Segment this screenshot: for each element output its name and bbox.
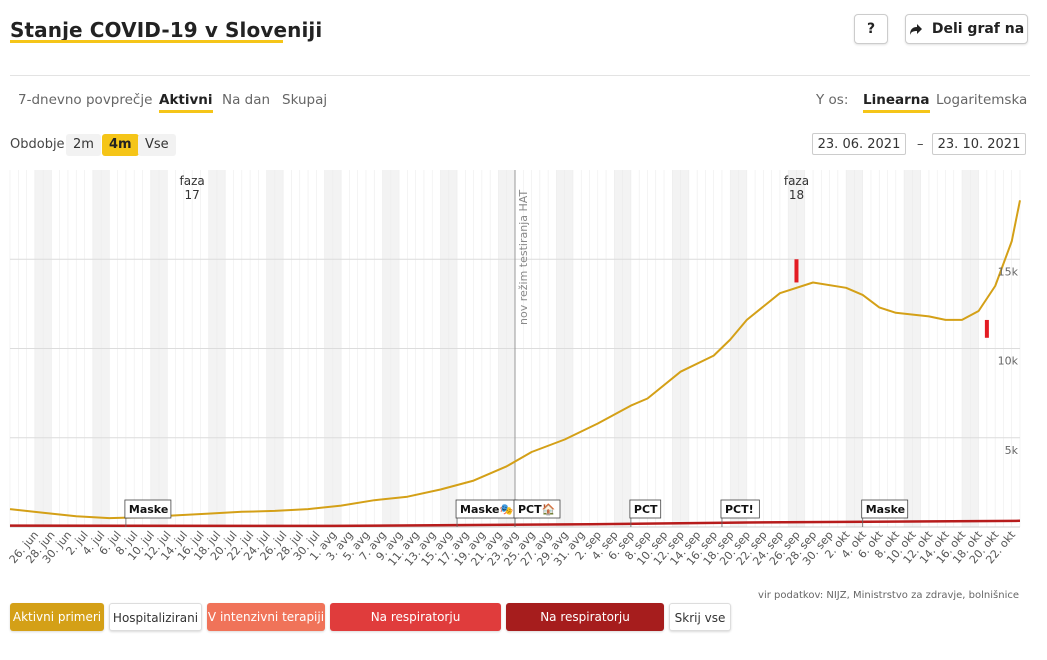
event-markers: Maske Maske🎭 PCT🏠 PCT PCT! Maske xyxy=(124,499,909,527)
share-button[interactable]: Deli graf na xyxy=(905,14,1028,44)
marker-box xyxy=(720,499,760,519)
series-lines xyxy=(9,200,1021,528)
data-source: vir podatkov: NIJZ, Ministrstvo za zdrav… xyxy=(758,590,1019,601)
testing-regime-line: nov režim testiranja HAT xyxy=(514,170,530,527)
y-axis-log[interactable]: Logaritemska xyxy=(936,92,1028,108)
series-noninvasive-button[interactable]: Na respiratorju (neinvazivno) xyxy=(330,603,501,652)
tab-per-day[interactable]: Na dan xyxy=(222,92,271,108)
grid-lines xyxy=(9,170,1021,528)
series-line xyxy=(9,519,1021,528)
y-axis-label: Y os: xyxy=(816,92,849,108)
y-tick-label: 5k xyxy=(1005,444,1019,457)
y-tick-label: 15k xyxy=(998,265,1019,278)
period-2m[interactable]: 2m xyxy=(66,134,101,156)
date-to-input[interactable]: 23. 10. 2021 xyxy=(932,133,1026,155)
series-line xyxy=(9,200,1021,520)
series-intubated-button[interactable]: Na respiratorju (intubirani) xyxy=(506,603,664,652)
phase-label: 17 xyxy=(184,188,199,202)
marker-box xyxy=(513,499,561,519)
series-hospitalized-button[interactable]: Hospitalizirani xyxy=(109,603,202,631)
phase-label: faza xyxy=(784,174,809,188)
period-all[interactable]: Vse xyxy=(138,134,176,156)
phase-label: faza xyxy=(180,174,205,188)
spike-marks xyxy=(794,259,989,338)
divider xyxy=(10,75,1030,76)
hide-all-button[interactable]: Skrij vse xyxy=(669,603,731,631)
marker-box xyxy=(629,499,662,519)
marker-box xyxy=(861,499,909,519)
testing-regime-label: nov režim testiranja HAT xyxy=(517,190,530,325)
marker-label: Maske xyxy=(129,503,168,516)
marker-label: PCT🏠 xyxy=(518,503,556,516)
tab-active[interactable]: Aktivni xyxy=(159,92,213,113)
period-4m[interactable]: 4m xyxy=(102,134,139,156)
tab-total[interactable]: Skupaj xyxy=(282,92,328,108)
share-arrow-icon xyxy=(909,23,922,35)
marker-label: Maske🎭 xyxy=(460,503,513,516)
phase-label: 18 xyxy=(789,188,804,202)
y-axis-linear[interactable]: Linearna xyxy=(863,92,930,113)
marker-label: PCT xyxy=(634,503,658,516)
title-underline xyxy=(10,40,283,43)
period-label: Obdobje xyxy=(10,137,65,152)
marker-label: Maske xyxy=(866,503,905,516)
page-title: Stanje COVID-19 v Sloveniji xyxy=(10,18,323,42)
help-label: ? xyxy=(866,21,876,37)
tab-7day-average[interactable]: 7-dnevno povprečje xyxy=(18,92,153,108)
marker-label: PCT! xyxy=(725,503,754,516)
date-from-input[interactable]: 23. 06. 2021 xyxy=(812,133,906,155)
series-icu-button[interactable]: V intenzivni terapiji xyxy=(207,603,325,631)
date-separator: – xyxy=(917,137,924,152)
series-active-cases-button[interactable]: Aktivni primeri xyxy=(10,603,104,631)
y-tick-label: 10k xyxy=(998,355,1019,368)
marker-box xyxy=(124,499,172,519)
y-axis-ticks: 5k 10k 15k xyxy=(998,265,1019,457)
help-button[interactable]: ? xyxy=(854,14,888,44)
share-label: Deli graf na xyxy=(931,21,1025,37)
